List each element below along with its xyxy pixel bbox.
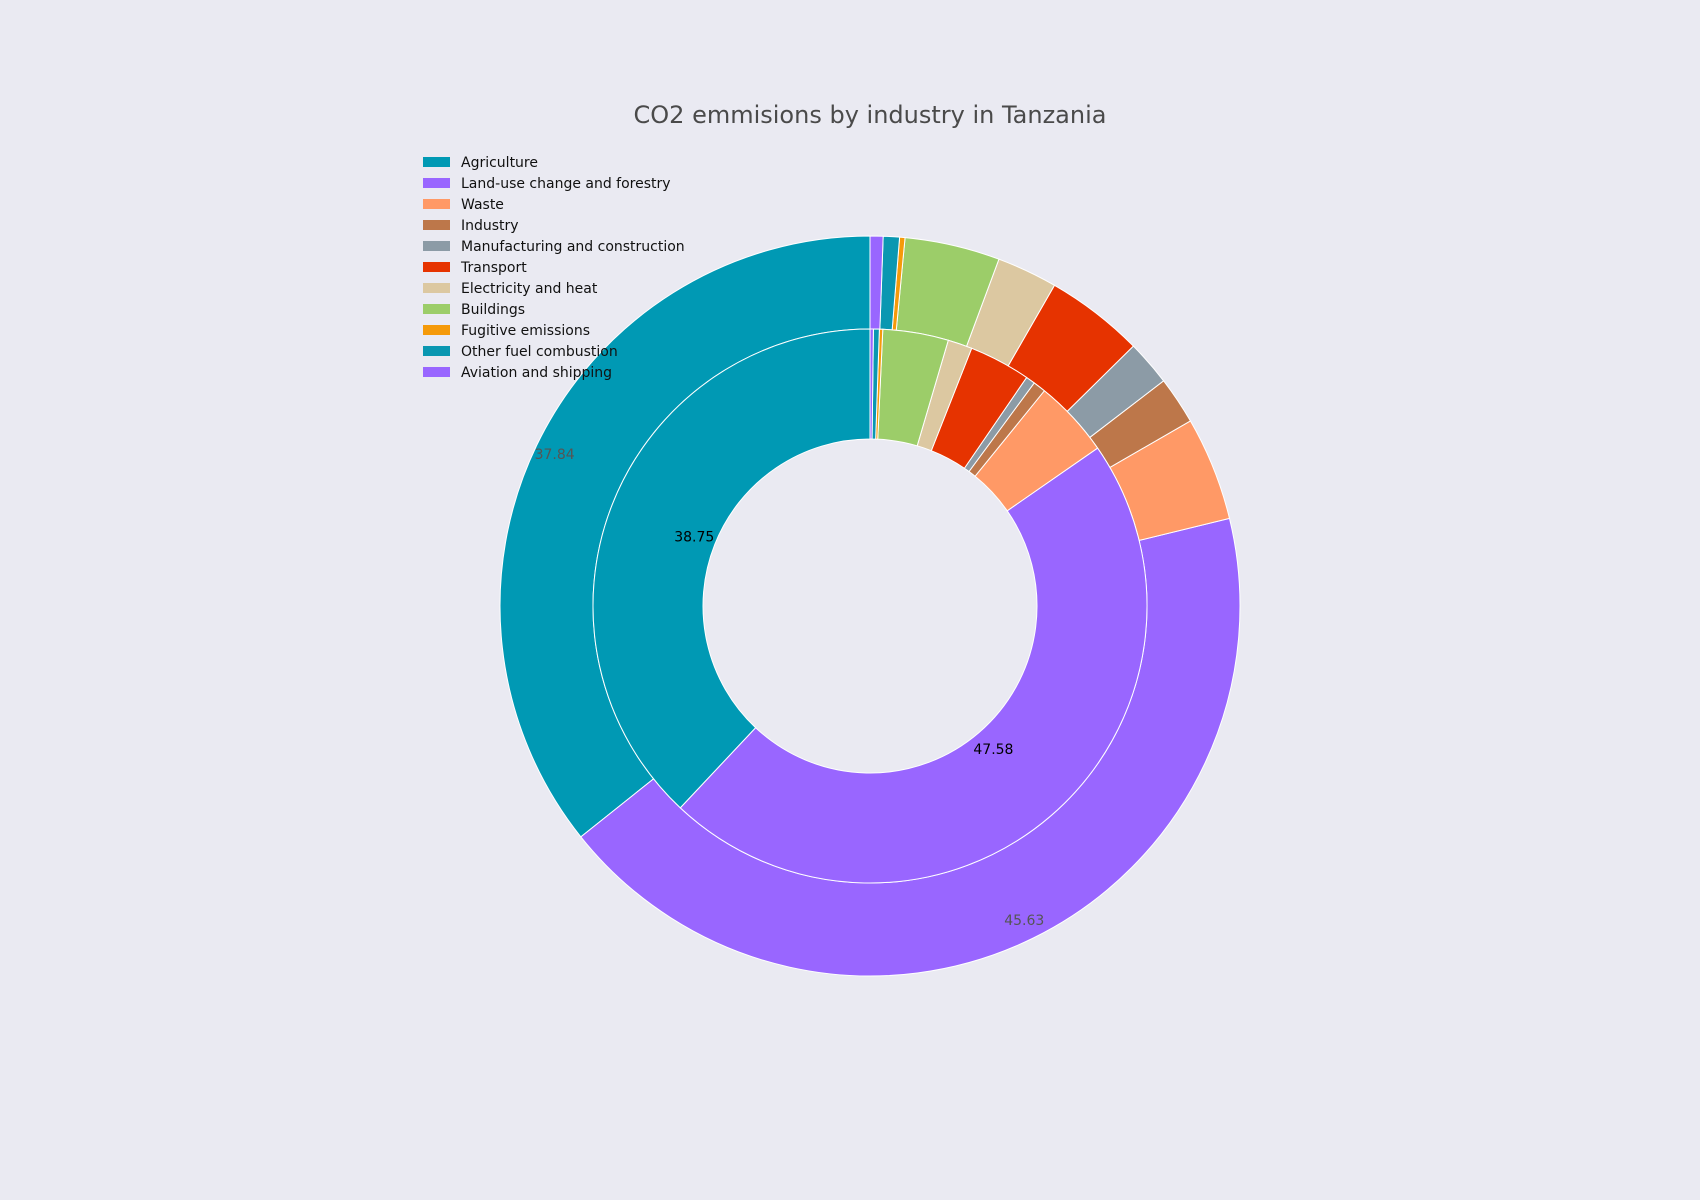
- outer-data-label-agriculture: 37.84: [535, 447, 575, 463]
- inner-slice-land-use-change-and-forestry: [679, 447, 1148, 884]
- legend-label: Agriculture: [461, 155, 538, 171]
- legend-item-industry[interactable]: Industry: [423, 218, 519, 234]
- data-labels: 38.75 47.58 37.84 45.63: [535, 447, 1045, 929]
- inner-slice-agriculture: [592, 328, 871, 809]
- legend-label: Industry: [461, 218, 519, 234]
- legend-swatch: [423, 346, 450, 356]
- inner-slice-aviation-and-shipping: [869, 328, 874, 440]
- legend-label: Electricity and heat: [461, 281, 598, 297]
- legend-item-manufacturing-and-construction[interactable]: Manufacturing and construction: [423, 239, 685, 255]
- legend-swatch: [423, 241, 450, 251]
- legend-swatch: [423, 325, 450, 335]
- chart-title: CO2 emmisions by industry in Tanzania: [634, 101, 1107, 129]
- legend-swatch: [423, 283, 450, 293]
- outer-data-label-land-use-change-and-forestry: 45.63: [1004, 913, 1044, 929]
- inner-data-label-land-use-change-and-forestry: 47.58: [973, 742, 1013, 758]
- inner-slice-industry: [968, 382, 1046, 477]
- legend-label: Manufacturing and construction: [461, 239, 685, 255]
- inner-ring: [592, 328, 1148, 884]
- legend-swatch: [423, 157, 450, 167]
- inner-slice-buildings: [877, 328, 949, 447]
- legend-item-fugitive-emissions[interactable]: Fugitive emissions: [423, 323, 590, 339]
- outer-ring: [499, 235, 1241, 977]
- legend-item-transport[interactable]: Transport: [423, 260, 527, 276]
- legend-swatch: [423, 262, 450, 272]
- legend-item-waste[interactable]: Waste: [423, 197, 504, 213]
- legend-swatch: [423, 199, 450, 209]
- inner-slice-electricity-and-heat: [916, 339, 973, 452]
- legend-item-aviation-and-shipping[interactable]: Aviation and shipping: [423, 365, 612, 381]
- legend-label: Transport: [460, 260, 527, 276]
- inner-slice-transport: [930, 347, 1028, 469]
- legend-label: Other fuel combustion: [461, 344, 618, 360]
- legend: Agriculture Land-use change and forestry W…: [423, 155, 685, 381]
- legend-label: Land-use change and forestry: [461, 176, 671, 192]
- legend-item-buildings[interactable]: Buildings: [423, 302, 525, 318]
- legend-item-agriculture[interactable]: Agriculture: [423, 155, 538, 171]
- legend-item-electricity-and-heat[interactable]: Electricity and heat: [423, 281, 598, 297]
- legend-swatch: [423, 304, 450, 314]
- legend-label: Buildings: [461, 302, 525, 318]
- legend-item-other-fuel-combustion[interactable]: Other fuel combustion: [423, 344, 618, 360]
- legend-swatch: [423, 367, 450, 377]
- inner-slice-waste: [974, 390, 1099, 512]
- legend-label: Aviation and shipping: [461, 365, 612, 381]
- legend-label: Fugitive emissions: [461, 323, 590, 339]
- legend-swatch: [423, 178, 450, 188]
- inner-data-label-agriculture: 38.75: [674, 529, 714, 545]
- legend-item-land-use-change-and-forestry[interactable]: Land-use change and forestry: [423, 176, 671, 192]
- legend-label: Waste: [461, 197, 504, 213]
- legend-swatch: [423, 220, 450, 230]
